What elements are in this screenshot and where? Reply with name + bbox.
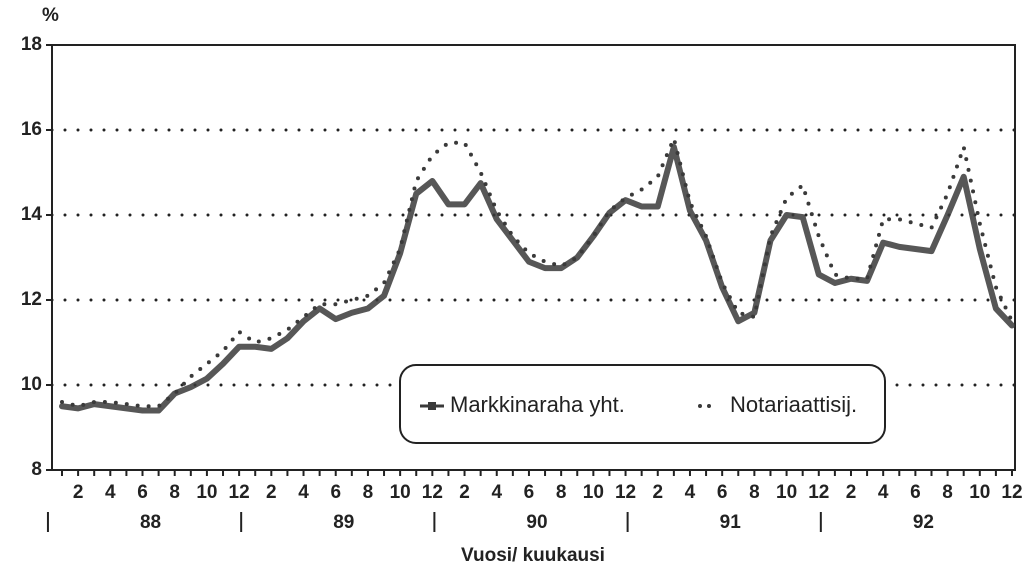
x-tick-label: 12: [615, 482, 636, 503]
x-tick-label: 8: [749, 482, 760, 503]
x-axis-label: Vuosi/ kuukausi: [461, 545, 605, 566]
plot-frame: [51, 44, 1016, 471]
x-tick-label: 8: [363, 482, 374, 503]
x-tick-label: 2: [652, 482, 663, 503]
group-label: 91: [720, 512, 742, 533]
x-tick-label: 12: [422, 482, 443, 503]
group-label: 92: [913, 512, 934, 533]
y-tick-label: 16: [21, 119, 42, 140]
x-tick-label: 2: [846, 482, 857, 503]
series-line: [59, 144, 1015, 414]
x-tick-label: 10: [969, 482, 990, 503]
y-tick-label: 14: [21, 204, 43, 225]
group-label: 90: [526, 512, 547, 533]
y-tick-label: 8: [31, 459, 42, 480]
y-tick-label: 12: [21, 289, 42, 310]
group-label: 88: [140, 512, 161, 533]
x-tick-label: 4: [105, 482, 116, 503]
legend-label: Notariaattisij.: [730, 392, 857, 417]
x-tick-label: 12: [229, 482, 250, 503]
x-tick-label: 4: [685, 482, 696, 503]
legend-label: Markkinaraha yht.: [450, 392, 625, 417]
legend-box: [399, 364, 886, 444]
x-tick-label: 10: [196, 482, 217, 503]
legend-marker: [428, 402, 436, 410]
x-tick-label: 6: [910, 482, 921, 503]
x-tick-label: 2: [266, 482, 277, 503]
group-label: 89: [333, 512, 354, 533]
x-tick-label: 10: [776, 482, 797, 503]
x-tick-label: 2: [459, 482, 470, 503]
x-tick-label: 6: [524, 482, 535, 503]
x-tick-label: 8: [169, 482, 180, 503]
x-tick-label: 12: [808, 482, 829, 503]
x-tick-label: 2: [73, 482, 84, 503]
x-tick-label: 4: [298, 482, 309, 503]
x-tick-label: 6: [137, 482, 148, 503]
x-tick-label: 6: [717, 482, 728, 503]
y-axis-label: %: [42, 5, 59, 26]
x-tick-label: 12: [1001, 482, 1022, 503]
x-tick-label: 10: [390, 482, 411, 503]
x-tick-label: 10: [583, 482, 604, 503]
x-tick-label: 6: [330, 482, 341, 503]
x-tick-label: 4: [491, 482, 502, 503]
x-tick-label: 8: [556, 482, 567, 503]
y-tick-label: 10: [21, 374, 42, 395]
x-tick-label: 8: [942, 482, 953, 503]
y-tick-label: 18: [21, 34, 42, 55]
x-tick-label: 4: [878, 482, 889, 503]
